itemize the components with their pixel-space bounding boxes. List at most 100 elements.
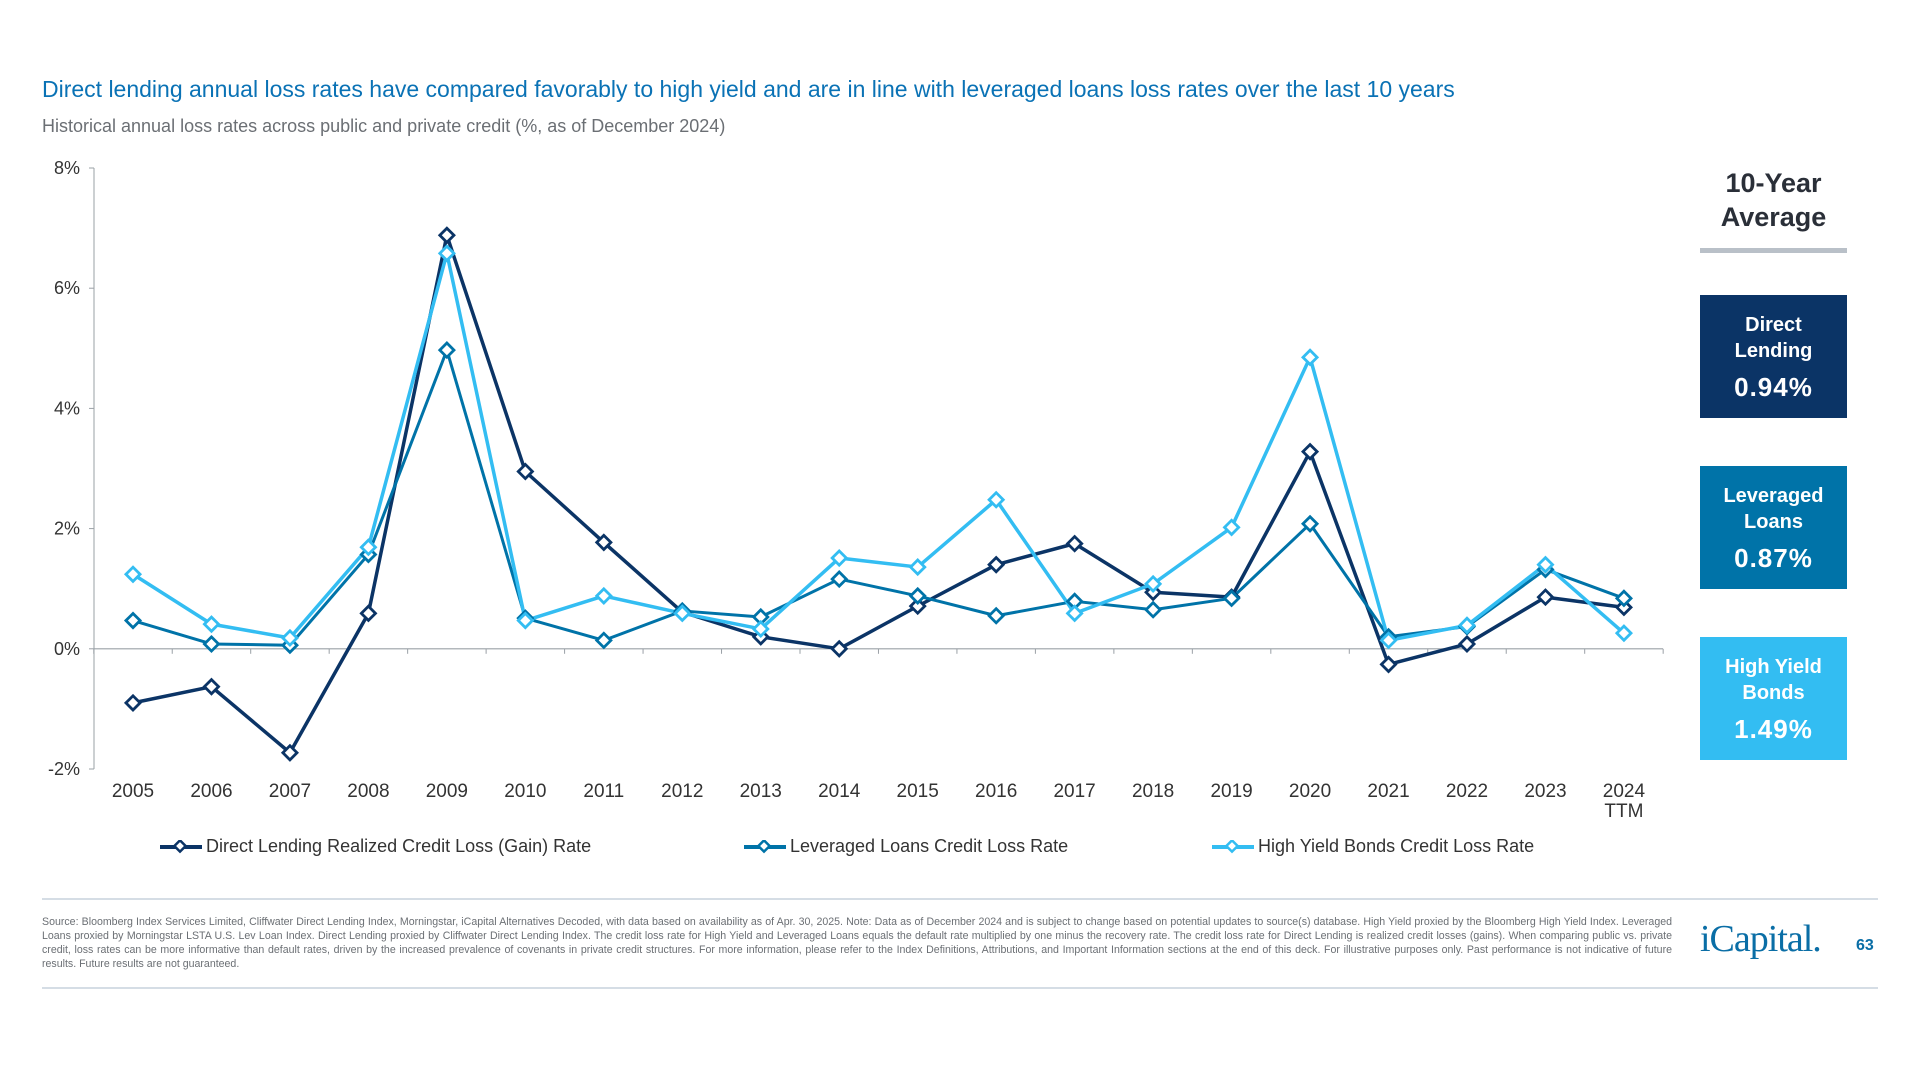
x-tick-label: 2010	[504, 781, 546, 802]
x-tick-label: 2011	[583, 781, 624, 802]
legend-item-high-yield: High Yield Bonds Credit Loss Rate	[1210, 836, 1534, 857]
data-point-0	[830, 639, 849, 658]
average-value: 0.94%	[1734, 372, 1813, 402]
x-tick-label: 2013	[740, 781, 782, 802]
source-footnote: Source: Bloomberg Index Services Limited…	[42, 916, 1672, 970]
page-title: Direct lending annual loss rates have co…	[42, 76, 1455, 102]
x-tick-label: 2020	[1289, 781, 1331, 802]
x-tick-label: 2015	[897, 781, 939, 802]
series-line-0	[132, 233, 1625, 755]
data-point-0	[987, 555, 1006, 574]
data-point-2	[594, 586, 613, 605]
average-box-leveraged-loans: Leveraged Loans 0.87%	[1700, 466, 1847, 589]
x-tick-label: 2009	[426, 781, 468, 802]
series-line-2	[132, 251, 1626, 643]
data-point-1	[908, 586, 927, 605]
data-point-0	[280, 743, 299, 762]
averages-divider	[1700, 248, 1847, 253]
data-point-0	[1065, 534, 1084, 553]
page-subtitle: Historical annual loss rates across publ…	[42, 116, 726, 136]
y-tick-label: 0%	[54, 639, 80, 659]
y-tick-label: 4%	[54, 398, 80, 418]
data-point-1	[1614, 589, 1633, 608]
data-point-2	[359, 538, 378, 557]
x-tick-label: 2019	[1210, 781, 1252, 802]
data-point-2	[1065, 604, 1084, 623]
average-label: Lending	[1734, 340, 1813, 362]
data-point-2	[1300, 348, 1320, 367]
x-tick-label: 2005	[112, 781, 154, 802]
legend-marker-icon	[1212, 839, 1254, 853]
data-point-2	[1614, 624, 1633, 643]
x-tick-label: 2021	[1367, 781, 1409, 802]
y-tick-label: 2%	[54, 519, 80, 539]
data-point-0	[1536, 588, 1555, 607]
x-tick-label: 2024	[1603, 781, 1646, 802]
data-point-0	[594, 533, 613, 552]
legend-marker-icon	[160, 839, 202, 853]
data-point-2	[202, 615, 221, 634]
average-label: Bonds	[1742, 682, 1805, 704]
average-value: 0.87%	[1734, 543, 1813, 573]
data-point-0	[908, 597, 927, 616]
average-box-high-yield: High Yield Bonds 1.49%	[1700, 637, 1847, 760]
x-tick-label: TTM	[1604, 801, 1643, 822]
data-point-1	[594, 631, 613, 650]
icapital-logo: iCapital.	[1700, 918, 1822, 960]
footer-divider-top	[42, 898, 1878, 900]
data-point-1	[751, 607, 770, 626]
average-label: Leveraged	[1723, 485, 1824, 507]
legend-label: Direct Lending Realized Credit Loss (Gai…	[206, 836, 592, 856]
data-point-2	[751, 619, 770, 639]
data-point-0	[202, 677, 221, 696]
data-point-0	[123, 693, 143, 712]
data-point-0	[1457, 634, 1477, 654]
data-point-0	[1300, 442, 1320, 461]
data-point-2	[280, 628, 299, 648]
average-label: Loans	[1744, 511, 1803, 533]
data-point-1	[123, 611, 143, 630]
series-line-1	[132, 348, 1625, 647]
x-tick-label: 2014	[818, 781, 861, 802]
x-tick-label: 2022	[1446, 781, 1488, 802]
data-point-1	[1222, 589, 1241, 608]
data-point-2	[1536, 555, 1555, 574]
data-point-1	[202, 634, 221, 654]
legend-label: Leveraged Loans Credit Loss Rate	[790, 836, 1069, 856]
data-point-0	[516, 462, 535, 481]
x-tick-label: 2006	[190, 781, 232, 802]
data-point-1	[987, 606, 1006, 625]
averages-heading-line: 10-Year	[1725, 168, 1822, 198]
data-point-2	[1379, 631, 1398, 650]
average-label: High Yield	[1725, 656, 1822, 678]
page-number: 63	[1856, 937, 1874, 954]
x-tick-label: 2023	[1524, 781, 1566, 802]
data-point-2	[1144, 574, 1163, 593]
data-point-2	[437, 244, 456, 263]
data-point-2	[908, 558, 927, 577]
x-tick-label: 2016	[975, 781, 1017, 802]
data-point-1	[1144, 600, 1163, 619]
x-tick-label: 2018	[1132, 781, 1174, 802]
averages-heading-line: Average	[1720, 202, 1827, 232]
data-point-2	[1222, 518, 1241, 537]
data-point-1	[1300, 514, 1320, 533]
average-label: Direct	[1745, 314, 1802, 336]
legend-item-leveraged-loans: Leveraged Loans Credit Loss Rate	[742, 836, 1068, 857]
data-point-0	[437, 226, 456, 245]
averages-heading: 10-Year Average	[1700, 166, 1847, 234]
legend-label: High Yield Bonds Credit Loss Rate	[1258, 836, 1535, 856]
data-point-2	[673, 604, 692, 623]
y-tick-label: 8%	[54, 158, 80, 178]
data-point-2	[1457, 616, 1477, 635]
y-tick-label: -2%	[48, 759, 80, 779]
data-point-0	[359, 604, 378, 623]
x-tick-label: 2008	[347, 781, 389, 802]
average-box-direct-lending: Direct Lending 0.94%	[1700, 295, 1847, 418]
legend-marker-icon	[744, 839, 786, 853]
data-point-1	[1065, 592, 1084, 611]
x-tick-label: 2007	[269, 781, 311, 802]
data-point-2	[987, 490, 1006, 509]
x-tick-label: 2012	[661, 781, 703, 802]
